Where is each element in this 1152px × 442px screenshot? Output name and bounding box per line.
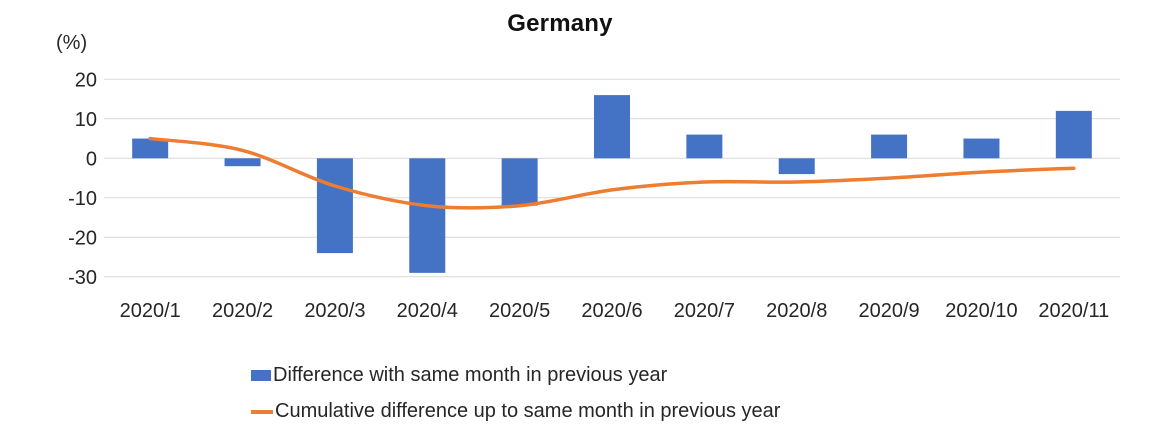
bar-2020/4 <box>409 158 446 273</box>
y-tick-label: -30 <box>68 267 97 289</box>
x-tick-label: 2020/4 <box>397 300 458 322</box>
y-tick-label: 20 <box>75 69 97 91</box>
y-tick-label: -20 <box>68 227 97 249</box>
bar-2020/2 <box>224 158 261 167</box>
x-tick-label: 2020/1 <box>120 300 181 322</box>
y-tick-label: -10 <box>68 188 97 210</box>
legend-item-bar: Difference with same month in previous y… <box>251 364 780 387</box>
x-tick-label: 2020/11 <box>1038 300 1109 322</box>
x-tick-label: 2020/10 <box>945 300 1017 322</box>
bar-2020/8 <box>778 158 815 175</box>
x-tick-label: 2020/6 <box>581 300 642 322</box>
bar-2020/9 <box>871 134 908 159</box>
legend: Difference with same month in previous y… <box>251 364 780 423</box>
x-tick-label: 2020/8 <box>766 300 827 322</box>
legend-line-label: Cumulative difference up to same month i… <box>275 400 781 422</box>
cumulative-line <box>148 136 1076 210</box>
x-tick-label: 2020/9 <box>859 300 920 322</box>
bar-2020/3 <box>316 158 353 254</box>
legend-bar-label: Difference with same month in previous y… <box>273 364 668 386</box>
x-tick-label: 2020/5 <box>489 300 550 322</box>
bar-2020/6 <box>594 95 630 159</box>
y-tick-label: 10 <box>75 109 97 131</box>
y-axis-unit-label: (%) <box>56 32 88 54</box>
bar-2020/10 <box>963 138 1000 159</box>
x-tick-label: 2020/7 <box>674 300 735 322</box>
bar-2020/1 <box>132 138 169 159</box>
legend-line-swatch <box>251 409 273 414</box>
plot-area: 20 10 0 -10 -20 -30 2020/1 2020/2 2020/3 2020/4 20… <box>68 69 1120 322</box>
chart-title: Germany <box>507 10 613 37</box>
legend-bar-swatch <box>251 370 271 381</box>
bar-2020/7 <box>686 134 723 159</box>
legend-item-line: Cumulative difference up to same month i… <box>251 400 780 423</box>
x-tick-label: 2020/3 <box>304 300 365 322</box>
x-tick-label: 2020/2 <box>212 300 273 322</box>
y-tick-label: 0 <box>86 148 97 170</box>
bar-2020/11 <box>1055 110 1092 159</box>
bar-2020/5 <box>501 158 538 206</box>
